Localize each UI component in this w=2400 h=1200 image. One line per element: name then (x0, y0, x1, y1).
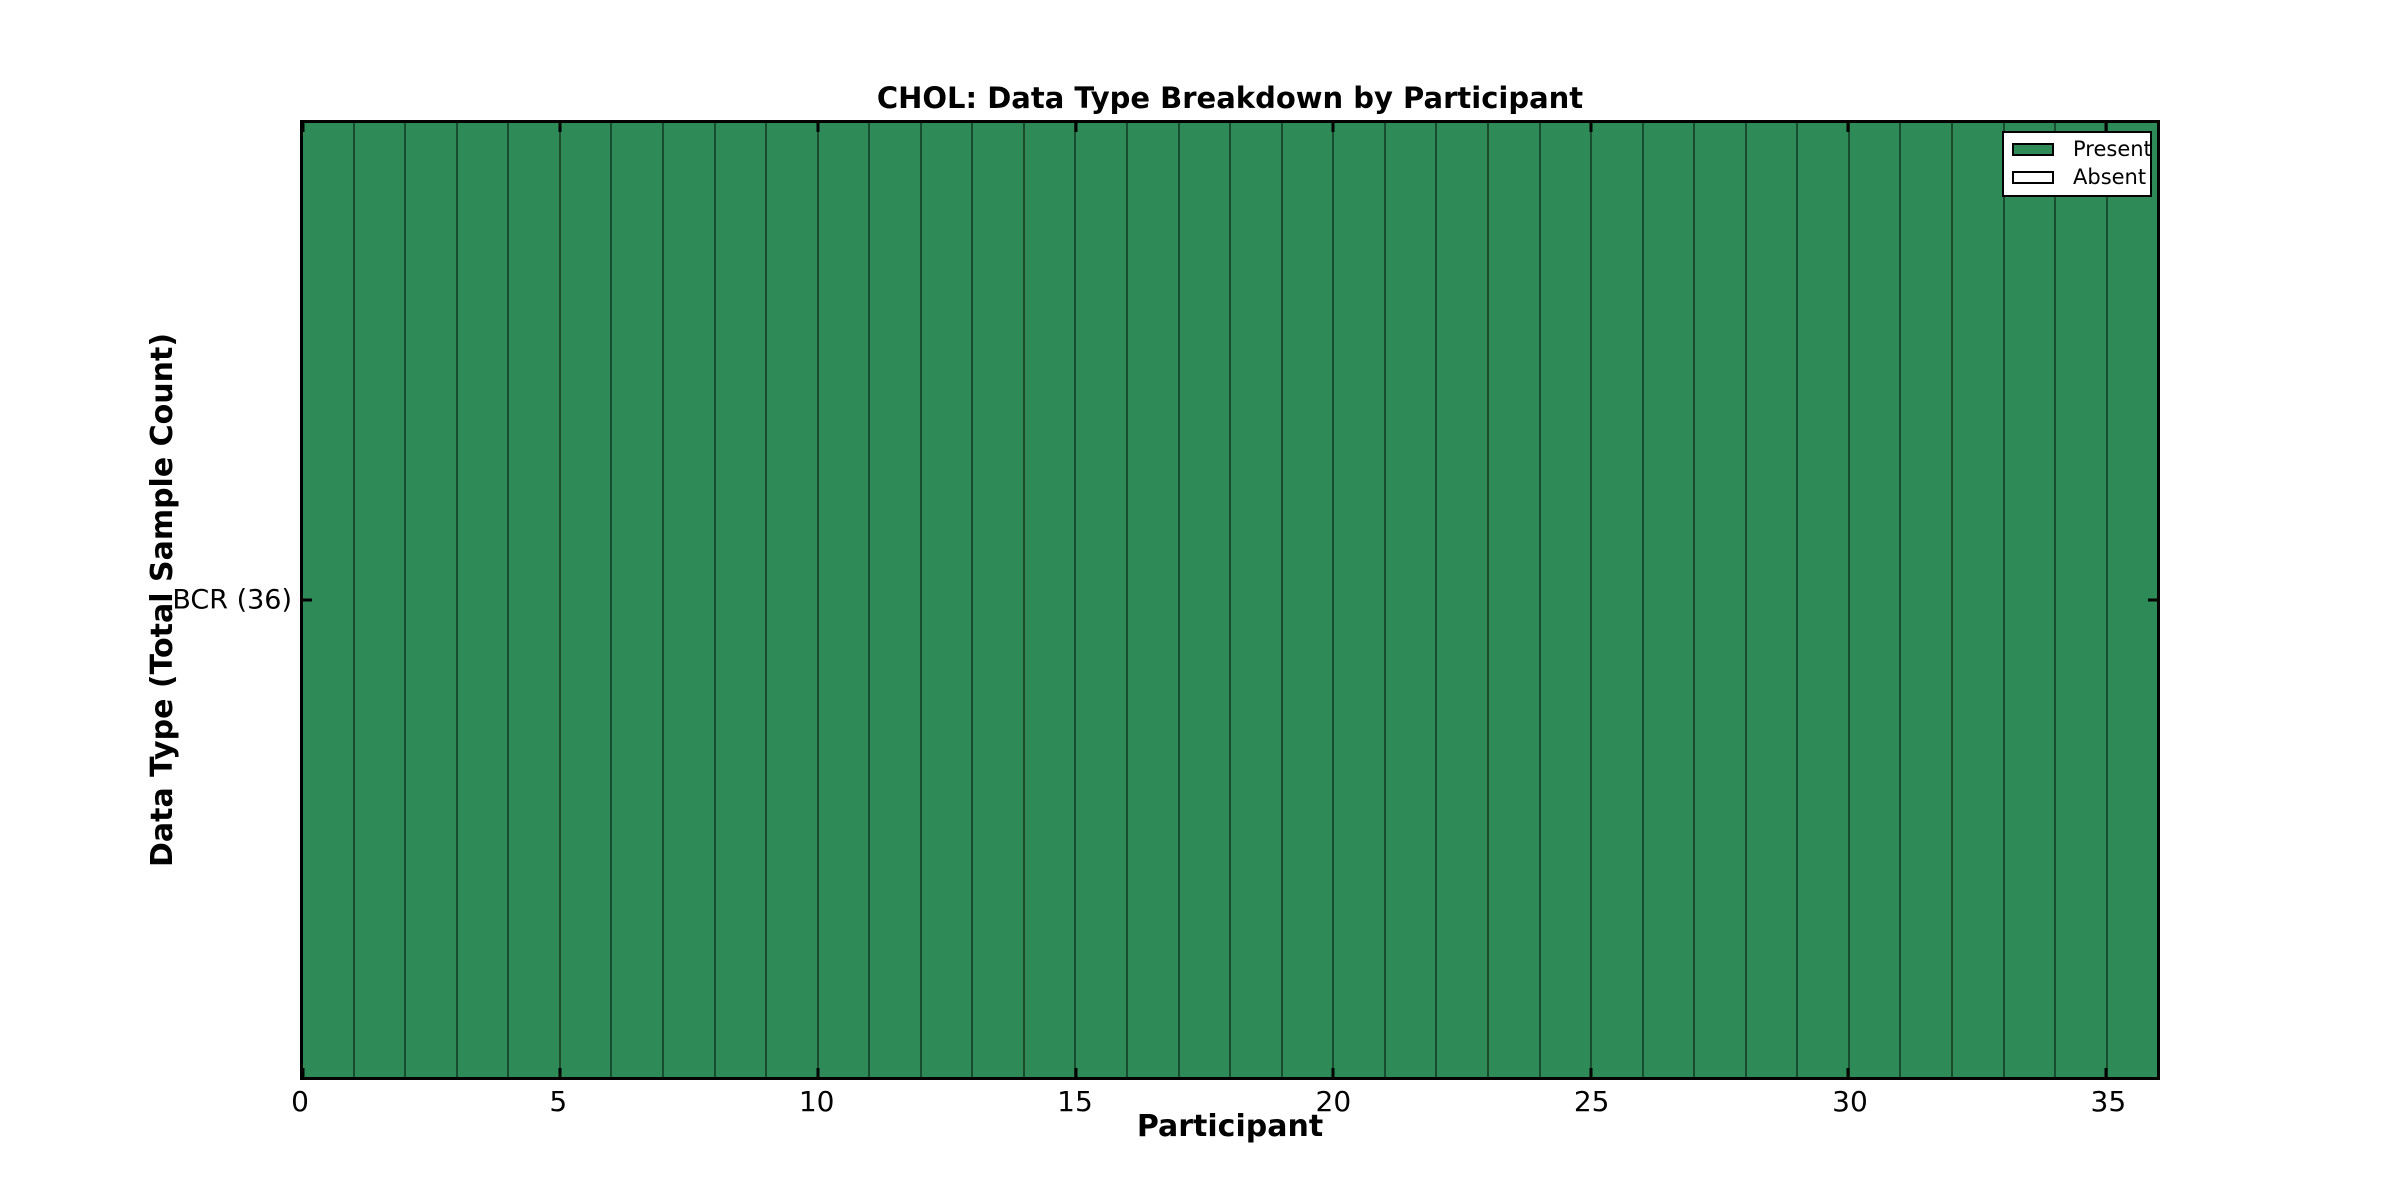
participant-bar (1540, 123, 1593, 1077)
participant-bar (1282, 123, 1335, 1077)
participant-bar (1592, 123, 1644, 1077)
legend-label: Absent (2073, 165, 2147, 190)
x-tick-mark-top (301, 123, 305, 132)
participant-bar (663, 123, 716, 1077)
x-tick-label: 35 (2090, 1085, 2127, 1118)
participant-bar (1798, 123, 1850, 1077)
participant-bar (1179, 123, 1232, 1077)
participant-bar (1231, 123, 1283, 1077)
participant-bar (1849, 123, 1902, 1077)
participant-bar (1746, 123, 1799, 1077)
participant-bar (767, 123, 819, 1077)
participant-bar (1437, 123, 1489, 1077)
x-tick-label: 0 (291, 1085, 309, 1118)
participant-bar (1334, 123, 1386, 1077)
participant-bar (1901, 123, 1953, 1077)
participant-bar (1128, 123, 1180, 1077)
participant-bar (354, 123, 407, 1077)
x-tick-mark-bottom (558, 1068, 562, 1077)
y-tick-mark-left (303, 598, 312, 602)
participant-bar (406, 123, 458, 1077)
participant-bar (921, 123, 974, 1077)
participant-bar (1695, 123, 1747, 1077)
chart-title: CHOL: Data Type Breakdown by Participant (876, 81, 1584, 115)
x-tick-label: 30 (1832, 1085, 1868, 1118)
x-tick-mark-bottom (301, 1068, 305, 1077)
participant-bar (457, 123, 510, 1077)
participant-bar (973, 123, 1025, 1077)
x-tick-mark-top (816, 123, 820, 132)
bar-series (303, 123, 2158, 1077)
participant-bar (818, 123, 871, 1077)
y-tick-label-bcr: BCR (36) (172, 584, 292, 616)
participant-bar (2004, 123, 2057, 1077)
plot-area: Present Absent (300, 120, 2160, 1080)
x-tick-mark-top (2104, 123, 2107, 132)
participant-bar (1953, 123, 2005, 1077)
x-tick-label: 5 (549, 1085, 568, 1118)
legend-label: Present (2073, 137, 2152, 161)
participant-bar (1385, 123, 1438, 1077)
legend-swatch-present (2012, 143, 2054, 157)
x-tick-mark-top (1331, 123, 1335, 132)
x-tick-mark-top (1846, 123, 1850, 132)
y-tick-mark-right (2148, 598, 2157, 602)
participant-bar (1024, 123, 1077, 1077)
x-tick-label: 20 (1315, 1085, 1352, 1118)
x-tick-mark-top (1074, 123, 1077, 132)
x-tick-mark-bottom (816, 1068, 820, 1077)
participant-bar (870, 123, 922, 1077)
participant-bar (1488, 123, 1541, 1077)
legend-row: Present (2012, 137, 2152, 161)
x-tick-label: 25 (1573, 1085, 1610, 1118)
x-tick-mark-top (558, 123, 562, 132)
participant-bar (612, 123, 664, 1077)
x-tick-mark-bottom (1331, 1068, 1335, 1077)
participant-bar (1643, 123, 1696, 1077)
x-tick-label: 15 (1057, 1085, 1093, 1118)
x-tick-mark-bottom (1846, 1068, 1850, 1077)
legend-row: Absent (2012, 165, 2146, 189)
participant-bar (560, 123, 613, 1077)
x-tick-mark-top (1589, 123, 1592, 132)
participant-bar (2056, 123, 2108, 1077)
participant-bar (509, 123, 561, 1077)
legend: Present Absent (2002, 131, 2152, 198)
x-tick-mark-bottom (2104, 1068, 2107, 1077)
participant-bar (1076, 123, 1128, 1077)
legend-swatch-absent (2012, 171, 2054, 185)
x-tick-label: 10 (798, 1085, 835, 1118)
x-tick-mark-bottom (1074, 1068, 1077, 1077)
x-axis-label: Participant (1136, 1109, 1324, 1144)
x-tick-mark-bottom (1589, 1068, 1592, 1077)
participant-bar (715, 123, 768, 1077)
